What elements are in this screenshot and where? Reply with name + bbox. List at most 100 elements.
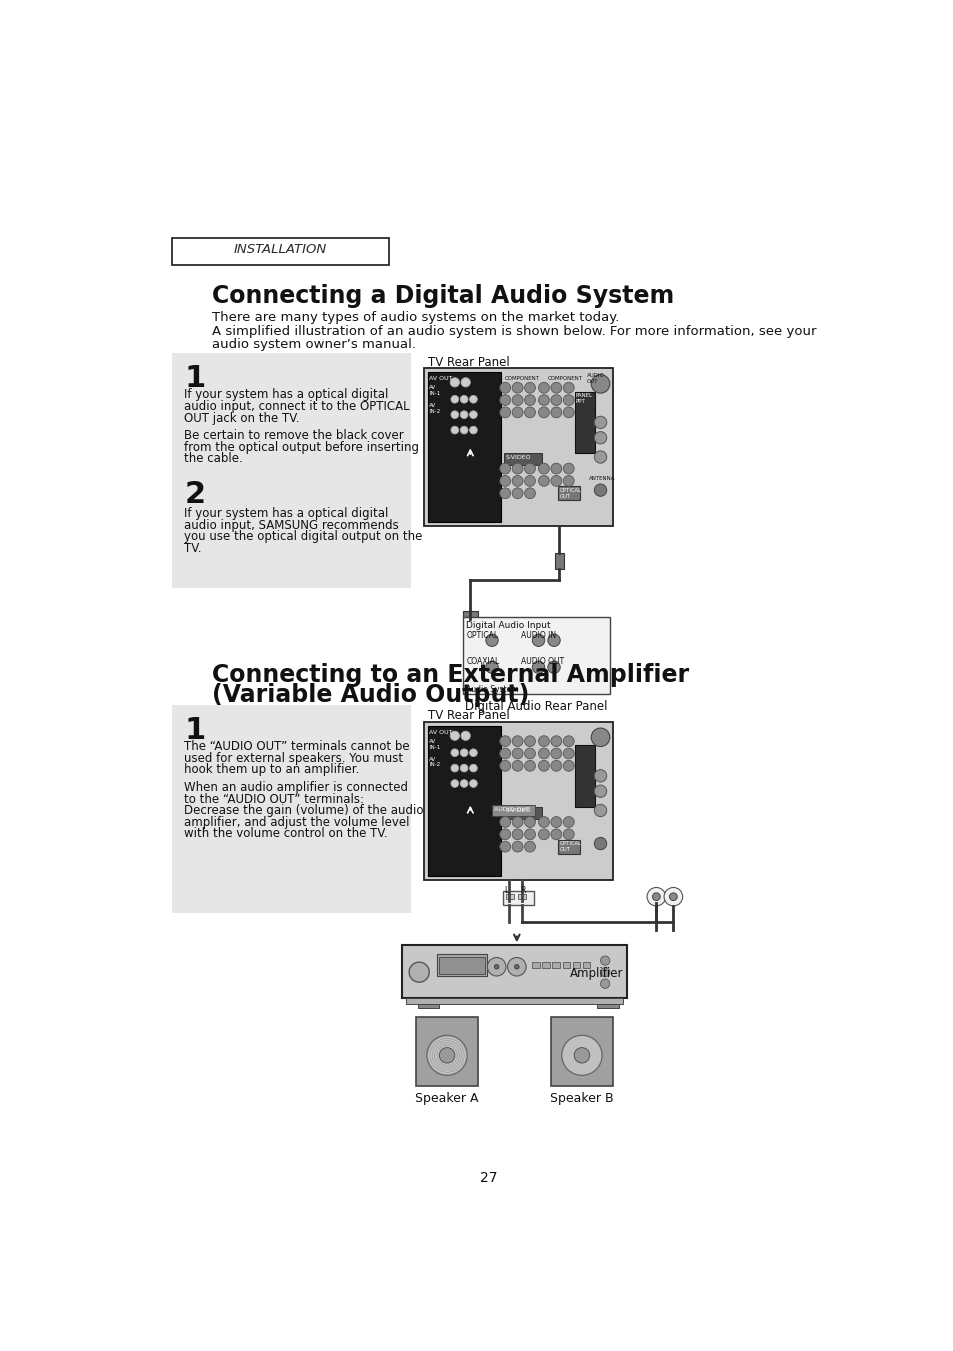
Text: audio input, SAMSUNG recommends: audio input, SAMSUNG recommends <box>184 519 398 532</box>
Text: TV Rear Panel: TV Rear Panel <box>427 709 509 721</box>
Bar <box>423 369 612 527</box>
Circle shape <box>524 463 535 474</box>
Circle shape <box>524 382 535 393</box>
Circle shape <box>599 957 609 965</box>
Bar <box>427 373 500 523</box>
Bar <box>492 805 534 816</box>
Circle shape <box>537 736 549 747</box>
Circle shape <box>550 394 561 405</box>
Text: Connecting to an External Amplifier: Connecting to an External Amplifier <box>212 662 689 686</box>
Circle shape <box>499 382 510 393</box>
Text: amplifier, and adjust the volume level: amplifier, and adjust the volume level <box>184 816 410 830</box>
Circle shape <box>550 761 561 771</box>
Circle shape <box>599 967 609 977</box>
Circle shape <box>524 488 535 499</box>
Circle shape <box>439 1047 455 1063</box>
Circle shape <box>524 842 535 852</box>
Bar <box>575 392 595 453</box>
Text: 27: 27 <box>479 1171 497 1185</box>
Circle shape <box>550 382 561 393</box>
Circle shape <box>451 780 458 788</box>
Circle shape <box>450 378 459 386</box>
Circle shape <box>499 394 510 405</box>
Text: AV
IN-2: AV IN-2 <box>429 403 440 413</box>
Circle shape <box>512 761 522 771</box>
Bar <box>597 1004 618 1008</box>
Circle shape <box>450 731 459 740</box>
Bar <box>416 1017 477 1086</box>
Text: audio system owner’s manual.: audio system owner’s manual. <box>212 338 416 351</box>
Text: AV OUT: AV OUT <box>429 376 453 381</box>
Circle shape <box>524 476 535 486</box>
Circle shape <box>512 382 522 393</box>
Bar <box>462 617 609 694</box>
Circle shape <box>427 1035 467 1075</box>
Circle shape <box>663 888 682 907</box>
Circle shape <box>524 736 535 747</box>
Bar <box>575 744 595 807</box>
Circle shape <box>512 476 522 486</box>
Circle shape <box>532 661 544 673</box>
Text: AUDIO OUT: AUDIO OUT <box>493 807 529 812</box>
Circle shape <box>499 476 510 486</box>
Circle shape <box>562 394 574 405</box>
Circle shape <box>499 830 510 840</box>
Circle shape <box>591 728 609 747</box>
Text: L     R: L R <box>505 886 526 894</box>
Circle shape <box>562 463 574 474</box>
Circle shape <box>669 893 677 901</box>
Circle shape <box>562 761 574 771</box>
Circle shape <box>451 765 458 771</box>
Bar <box>172 705 410 913</box>
Bar <box>542 962 550 967</box>
Text: COMPONENT: COMPONENT <box>505 376 539 381</box>
Circle shape <box>562 476 574 486</box>
Circle shape <box>469 780 476 788</box>
Circle shape <box>451 396 458 403</box>
Circle shape <box>507 958 525 975</box>
Circle shape <box>499 842 510 852</box>
Text: If your system has a optical digital: If your system has a optical digital <box>184 389 388 401</box>
Circle shape <box>469 396 476 403</box>
Bar <box>172 238 389 265</box>
Circle shape <box>459 780 468 788</box>
Circle shape <box>512 407 522 417</box>
Bar <box>555 554 563 569</box>
Circle shape <box>459 748 468 757</box>
Bar <box>423 721 612 880</box>
Circle shape <box>512 816 522 827</box>
Text: INSTALLATION: INSTALLATION <box>233 243 327 255</box>
Text: ANTENNA: ANTENNA <box>588 477 615 481</box>
Circle shape <box>524 748 535 759</box>
Circle shape <box>409 962 429 982</box>
Circle shape <box>537 476 549 486</box>
Bar <box>550 1017 612 1086</box>
Text: COAXIAL: COAXIAL <box>466 657 499 666</box>
Circle shape <box>550 407 561 417</box>
Text: 2: 2 <box>184 480 205 509</box>
Circle shape <box>574 1047 589 1063</box>
Circle shape <box>562 407 574 417</box>
Text: (Variable Audio Output): (Variable Audio Output) <box>212 682 529 707</box>
Circle shape <box>512 830 522 840</box>
Circle shape <box>562 382 574 393</box>
Circle shape <box>512 842 522 852</box>
Circle shape <box>562 748 574 759</box>
Circle shape <box>469 426 476 434</box>
Circle shape <box>652 893 659 901</box>
Circle shape <box>547 661 559 673</box>
Circle shape <box>514 965 518 969</box>
Circle shape <box>537 407 549 417</box>
Circle shape <box>485 661 497 673</box>
Text: TV Rear Panel: TV Rear Panel <box>427 357 509 369</box>
Circle shape <box>499 736 510 747</box>
Bar <box>503 453 542 466</box>
Circle shape <box>487 958 505 975</box>
Text: the cable.: the cable. <box>184 453 243 465</box>
Bar <box>562 962 570 967</box>
Circle shape <box>537 830 549 840</box>
Circle shape <box>499 761 510 771</box>
Text: Amplifier: Amplifier <box>569 967 622 979</box>
Circle shape <box>451 426 458 434</box>
Text: A simplified illustration of an audio system is shown below. For more informatio: A simplified illustration of an audio sy… <box>212 324 816 338</box>
